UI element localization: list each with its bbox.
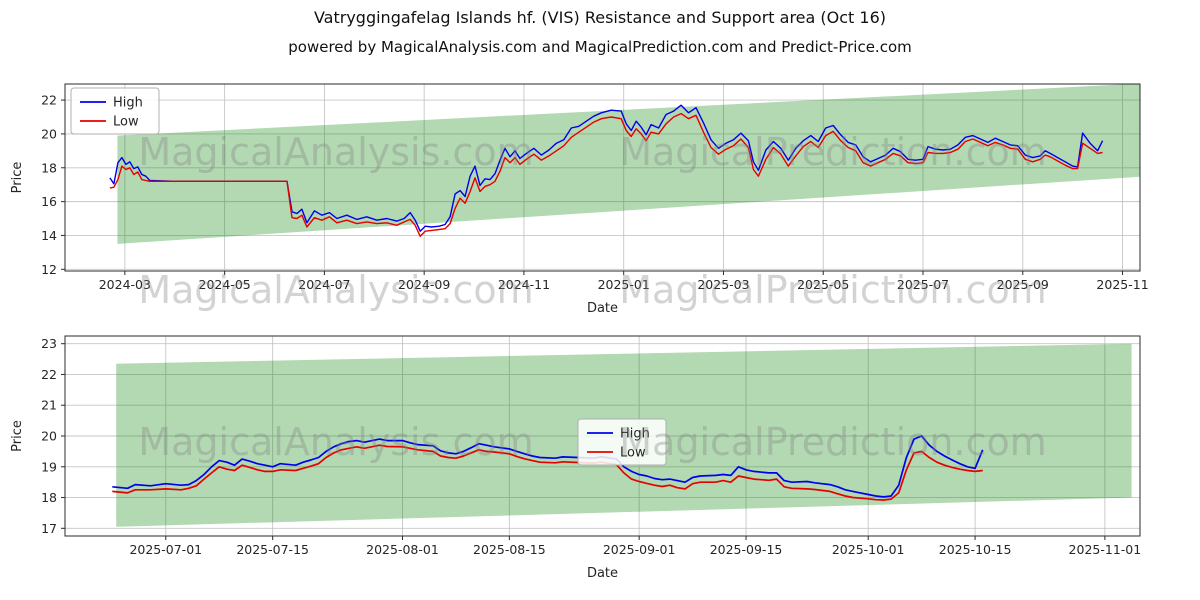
bottom-chart-ticks: 2025-07-01 2025-07-15 2025-08-01 2025-08-15… bbox=[41, 336, 1141, 557]
x-tick-label: 2025-07-01 bbox=[129, 542, 202, 557]
x-tick-label: 2025-01 bbox=[598, 277, 650, 292]
bottom-chart-x-axis-label: Date bbox=[587, 566, 618, 581]
x-tick-label: 2025-08-01 bbox=[366, 542, 439, 557]
x-tick-label: 2024-07 bbox=[298, 277, 350, 292]
top-chart-x-axis-label: Date bbox=[587, 301, 618, 316]
bottom-chart-legend: High Low bbox=[577, 418, 667, 466]
y-tick-label: 22 bbox=[41, 93, 57, 108]
legend-label: Low bbox=[113, 115, 139, 130]
y-tick-label: 21 bbox=[41, 398, 57, 413]
x-tick-label: 2025-10-01 bbox=[832, 542, 905, 557]
y-tick-label: 23 bbox=[41, 336, 57, 351]
y-tick-label: 19 bbox=[41, 459, 57, 474]
y-tick-label: 17 bbox=[41, 521, 57, 536]
top-chart-grid bbox=[65, 84, 1140, 271]
high-line bbox=[109, 104, 1104, 232]
x-tick-label: 2025-09-01 bbox=[603, 542, 676, 557]
chart-title: Vatryggingafelag Islands hf. (VIS) Resis… bbox=[313, 8, 887, 27]
high-line bbox=[112, 435, 984, 498]
x-tick-label: 2025-07 bbox=[897, 277, 949, 292]
chart-subtitle: powered by MagicalAnalysis.com and Magic… bbox=[288, 38, 912, 56]
x-tick-label: 2025-03 bbox=[697, 277, 749, 292]
low-line bbox=[112, 444, 983, 501]
top-chart-spines bbox=[64, 83, 1141, 272]
legend-label: High bbox=[113, 96, 143, 111]
y-tick-label: 16 bbox=[41, 194, 57, 209]
y-tick-label: 20 bbox=[41, 126, 57, 141]
y-tick-label: 20 bbox=[41, 429, 57, 444]
y-tick-label: 22 bbox=[41, 367, 57, 382]
x-tick-label: 2025-08-15 bbox=[473, 542, 546, 557]
y-tick-label: 14 bbox=[41, 228, 57, 243]
x-tick-label: 2024-03 bbox=[99, 277, 151, 292]
legend-label: High bbox=[620, 427, 650, 442]
x-tick-label: 2024-05 bbox=[199, 277, 251, 292]
top-chart-y-axis-label: Price bbox=[10, 162, 25, 194]
y-tick-label: 18 bbox=[41, 160, 57, 175]
x-tick-label: 2025-07-15 bbox=[236, 542, 309, 557]
x-tick-label: 2024-11 bbox=[498, 277, 550, 292]
x-tick-label: 2024-09 bbox=[398, 277, 450, 292]
y-tick-label: 18 bbox=[41, 490, 57, 505]
low-line bbox=[109, 112, 1103, 238]
top-chart-support-resistance-band bbox=[117, 84, 1140, 244]
top-chart-legend: High Low bbox=[70, 87, 160, 135]
top-chart: 2024-03 2024-05 2024-07 2024-09 2024-11 2025-… bbox=[10, 83, 1149, 316]
y-tick-label: 12 bbox=[41, 262, 57, 277]
x-tick-label: 2025-10-15 bbox=[939, 542, 1012, 557]
x-tick-label: 2025-05 bbox=[797, 277, 849, 292]
x-tick-label: 2025-11 bbox=[1096, 277, 1148, 292]
x-tick-label: 2025-11-01 bbox=[1069, 542, 1142, 557]
bottom-chart-y-axis-label: Price bbox=[10, 420, 25, 452]
top-chart-ticks: 2024-03 2024-05 2024-07 2024-09 2024-11 2025-… bbox=[41, 93, 1149, 292]
legend-label: Low bbox=[620, 446, 646, 461]
bottom-chart: 2025-07-01 2025-07-15 2025-08-01 2025-08-15… bbox=[10, 335, 1141, 581]
x-tick-label: 2025-09 bbox=[997, 277, 1049, 292]
x-tick-label: 2025-09-15 bbox=[710, 542, 783, 557]
